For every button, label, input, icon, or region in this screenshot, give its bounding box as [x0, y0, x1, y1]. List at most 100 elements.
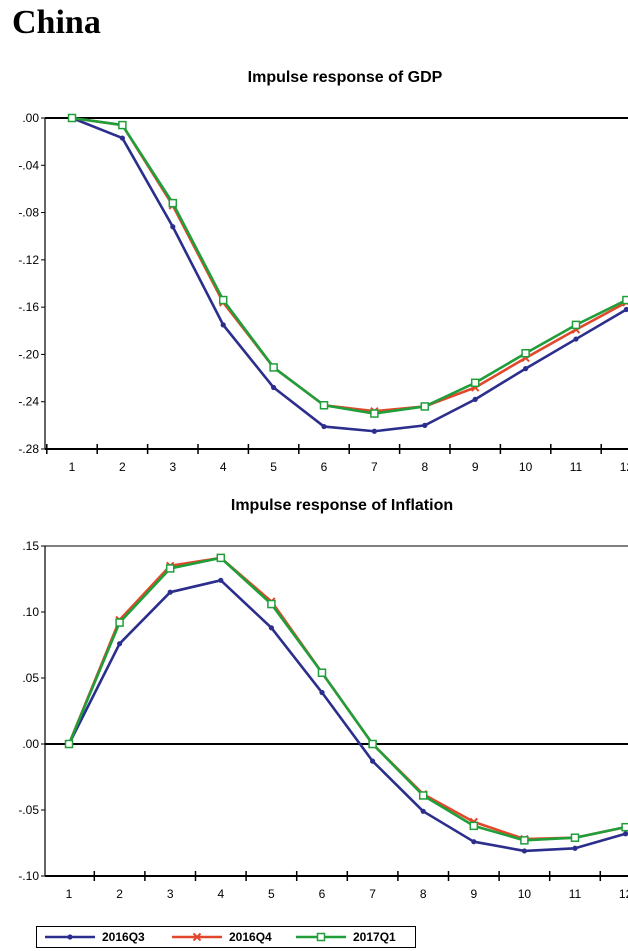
- data-point: [520, 836, 529, 845]
- series-2016Q4: [64, 553, 628, 844]
- series-line-2017Q1: [71, 116, 627, 415]
- data-point: [119, 135, 125, 141]
- data-point: [420, 402, 430, 411]
- x-tick-label: 4: [217, 887, 224, 900]
- y-tick-label: .10: [22, 605, 39, 619]
- x-tick-label: 2: [119, 460, 126, 474]
- legend-item-2016Q4: 2016Q4: [172, 930, 272, 944]
- data-point: [118, 120, 127, 130]
- legend-marker: [67, 934, 73, 940]
- x-tick-label: 8: [421, 460, 428, 474]
- data-point: [573, 336, 579, 342]
- y-tick-label: .05: [22, 671, 39, 685]
- x-tick-label: 10: [519, 460, 533, 474]
- data-point: [168, 198, 178, 208]
- x-tick-label: 9: [472, 460, 479, 474]
- x-tick-label: 11: [569, 887, 582, 900]
- series-2016Q3: [66, 577, 628, 854]
- chart-legend: 2016Q3 2016Q4 2017Q1: [36, 926, 416, 948]
- data-point: [216, 553, 226, 563]
- y-tick-label: -.04: [18, 158, 39, 172]
- x-tick-label: 3: [167, 887, 174, 900]
- y-tick-label: .00: [22, 111, 39, 125]
- x-tick-label: 4: [220, 460, 227, 474]
- data-point: [571, 320, 581, 330]
- x-tick-label: 1: [66, 887, 73, 900]
- x-tick-label: 10: [518, 887, 532, 900]
- data-point: [117, 641, 123, 647]
- data-point: [218, 577, 224, 583]
- x-tick-label: 6: [321, 460, 328, 474]
- y-tick-label: -.24: [18, 395, 39, 409]
- inflation-impulse-chart: Impulse response of Inflation .15 .10 .05 .0…: [18, 497, 628, 900]
- series-2017Q1: [67, 113, 628, 418]
- y-tick-label: -.20: [18, 347, 39, 361]
- legend-label: 2016Q4: [229, 930, 272, 944]
- data-point: [319, 689, 325, 696]
- series-line-2016Q4: [71, 116, 628, 413]
- data-point: [469, 821, 479, 831]
- x-tick-label: 8: [420, 887, 427, 900]
- series-line-2017Q1: [67, 556, 626, 842]
- data-point: [422, 422, 428, 428]
- data-point: [420, 808, 426, 814]
- data-point: [521, 848, 528, 854]
- data-point: [317, 668, 327, 677]
- legend-items: 2016Q3 2016Q4 2017Q1: [45, 930, 396, 944]
- data-point: [623, 306, 628, 313]
- data-point: [622, 295, 628, 305]
- data-point: [115, 618, 124, 627]
- x-tick-label: 2: [116, 887, 123, 900]
- y-tick-label: .00: [22, 737, 39, 751]
- y-tick-label: -.08: [18, 206, 39, 220]
- data-point: [319, 401, 329, 410]
- data-point: [371, 428, 377, 434]
- data-point: [67, 113, 77, 123]
- chart-title: Impulse response of GDP: [248, 69, 443, 86]
- x-tick-label: 12: [620, 460, 628, 474]
- data-point: [418, 791, 428, 800]
- data-point: [165, 564, 175, 573]
- x-tick-label: 5: [270, 460, 277, 474]
- data-point: [370, 758, 376, 764]
- x-tick-label: 7: [371, 460, 378, 474]
- x-tick-label: 7: [369, 887, 376, 900]
- legend-marker: [192, 932, 202, 942]
- data-point: [523, 366, 529, 372]
- data-point: [471, 839, 477, 845]
- x-tick-label: 9: [470, 887, 477, 900]
- x-tick-label: 1: [69, 460, 76, 474]
- y-tick-label: -.28: [18, 442, 39, 456]
- series-2017Q1: [64, 553, 628, 845]
- y-tick-label: -.10: [18, 869, 39, 883]
- legend-item-2017Q1: 2017Q1: [296, 930, 396, 944]
- x-tick-label: 11: [570, 460, 583, 474]
- data-point: [64, 739, 74, 749]
- data-point: [570, 833, 580, 842]
- chart-title: Impulse response of Inflation: [231, 497, 453, 514]
- data-point: [621, 822, 628, 832]
- series-line-2016Q3: [67, 579, 626, 853]
- data-point: [218, 295, 228, 305]
- x-tick-label: 6: [319, 887, 326, 900]
- legend-label: 2016Q3: [102, 930, 145, 944]
- series-line-2016Q4: [67, 556, 626, 841]
- data-point: [470, 378, 480, 388]
- series-2016Q4: [67, 113, 628, 416]
- gdp-impulse-chart: Impulse response of GDP .00 -.04 -.08 -.12 -.…: [18, 69, 628, 474]
- legend-item-2016Q3: 2016Q3: [45, 930, 145, 944]
- x-tick-label: 3: [169, 460, 176, 474]
- y-tick-label: -.12: [18, 253, 39, 267]
- y-tick-label: -.05: [18, 803, 39, 817]
- data-point: [267, 599, 276, 609]
- legend-label: 2017Q1: [353, 930, 396, 944]
- x-tick-label: 5: [268, 887, 275, 900]
- data-point: [271, 384, 277, 391]
- y-tick-label: -.16: [18, 300, 39, 314]
- legend-marker: [316, 932, 326, 942]
- data-point: [572, 845, 578, 851]
- x-tick-label: 12: [619, 887, 628, 900]
- series-2016Q3: [69, 115, 628, 434]
- data-point: [623, 831, 628, 837]
- data-point: [472, 396, 478, 402]
